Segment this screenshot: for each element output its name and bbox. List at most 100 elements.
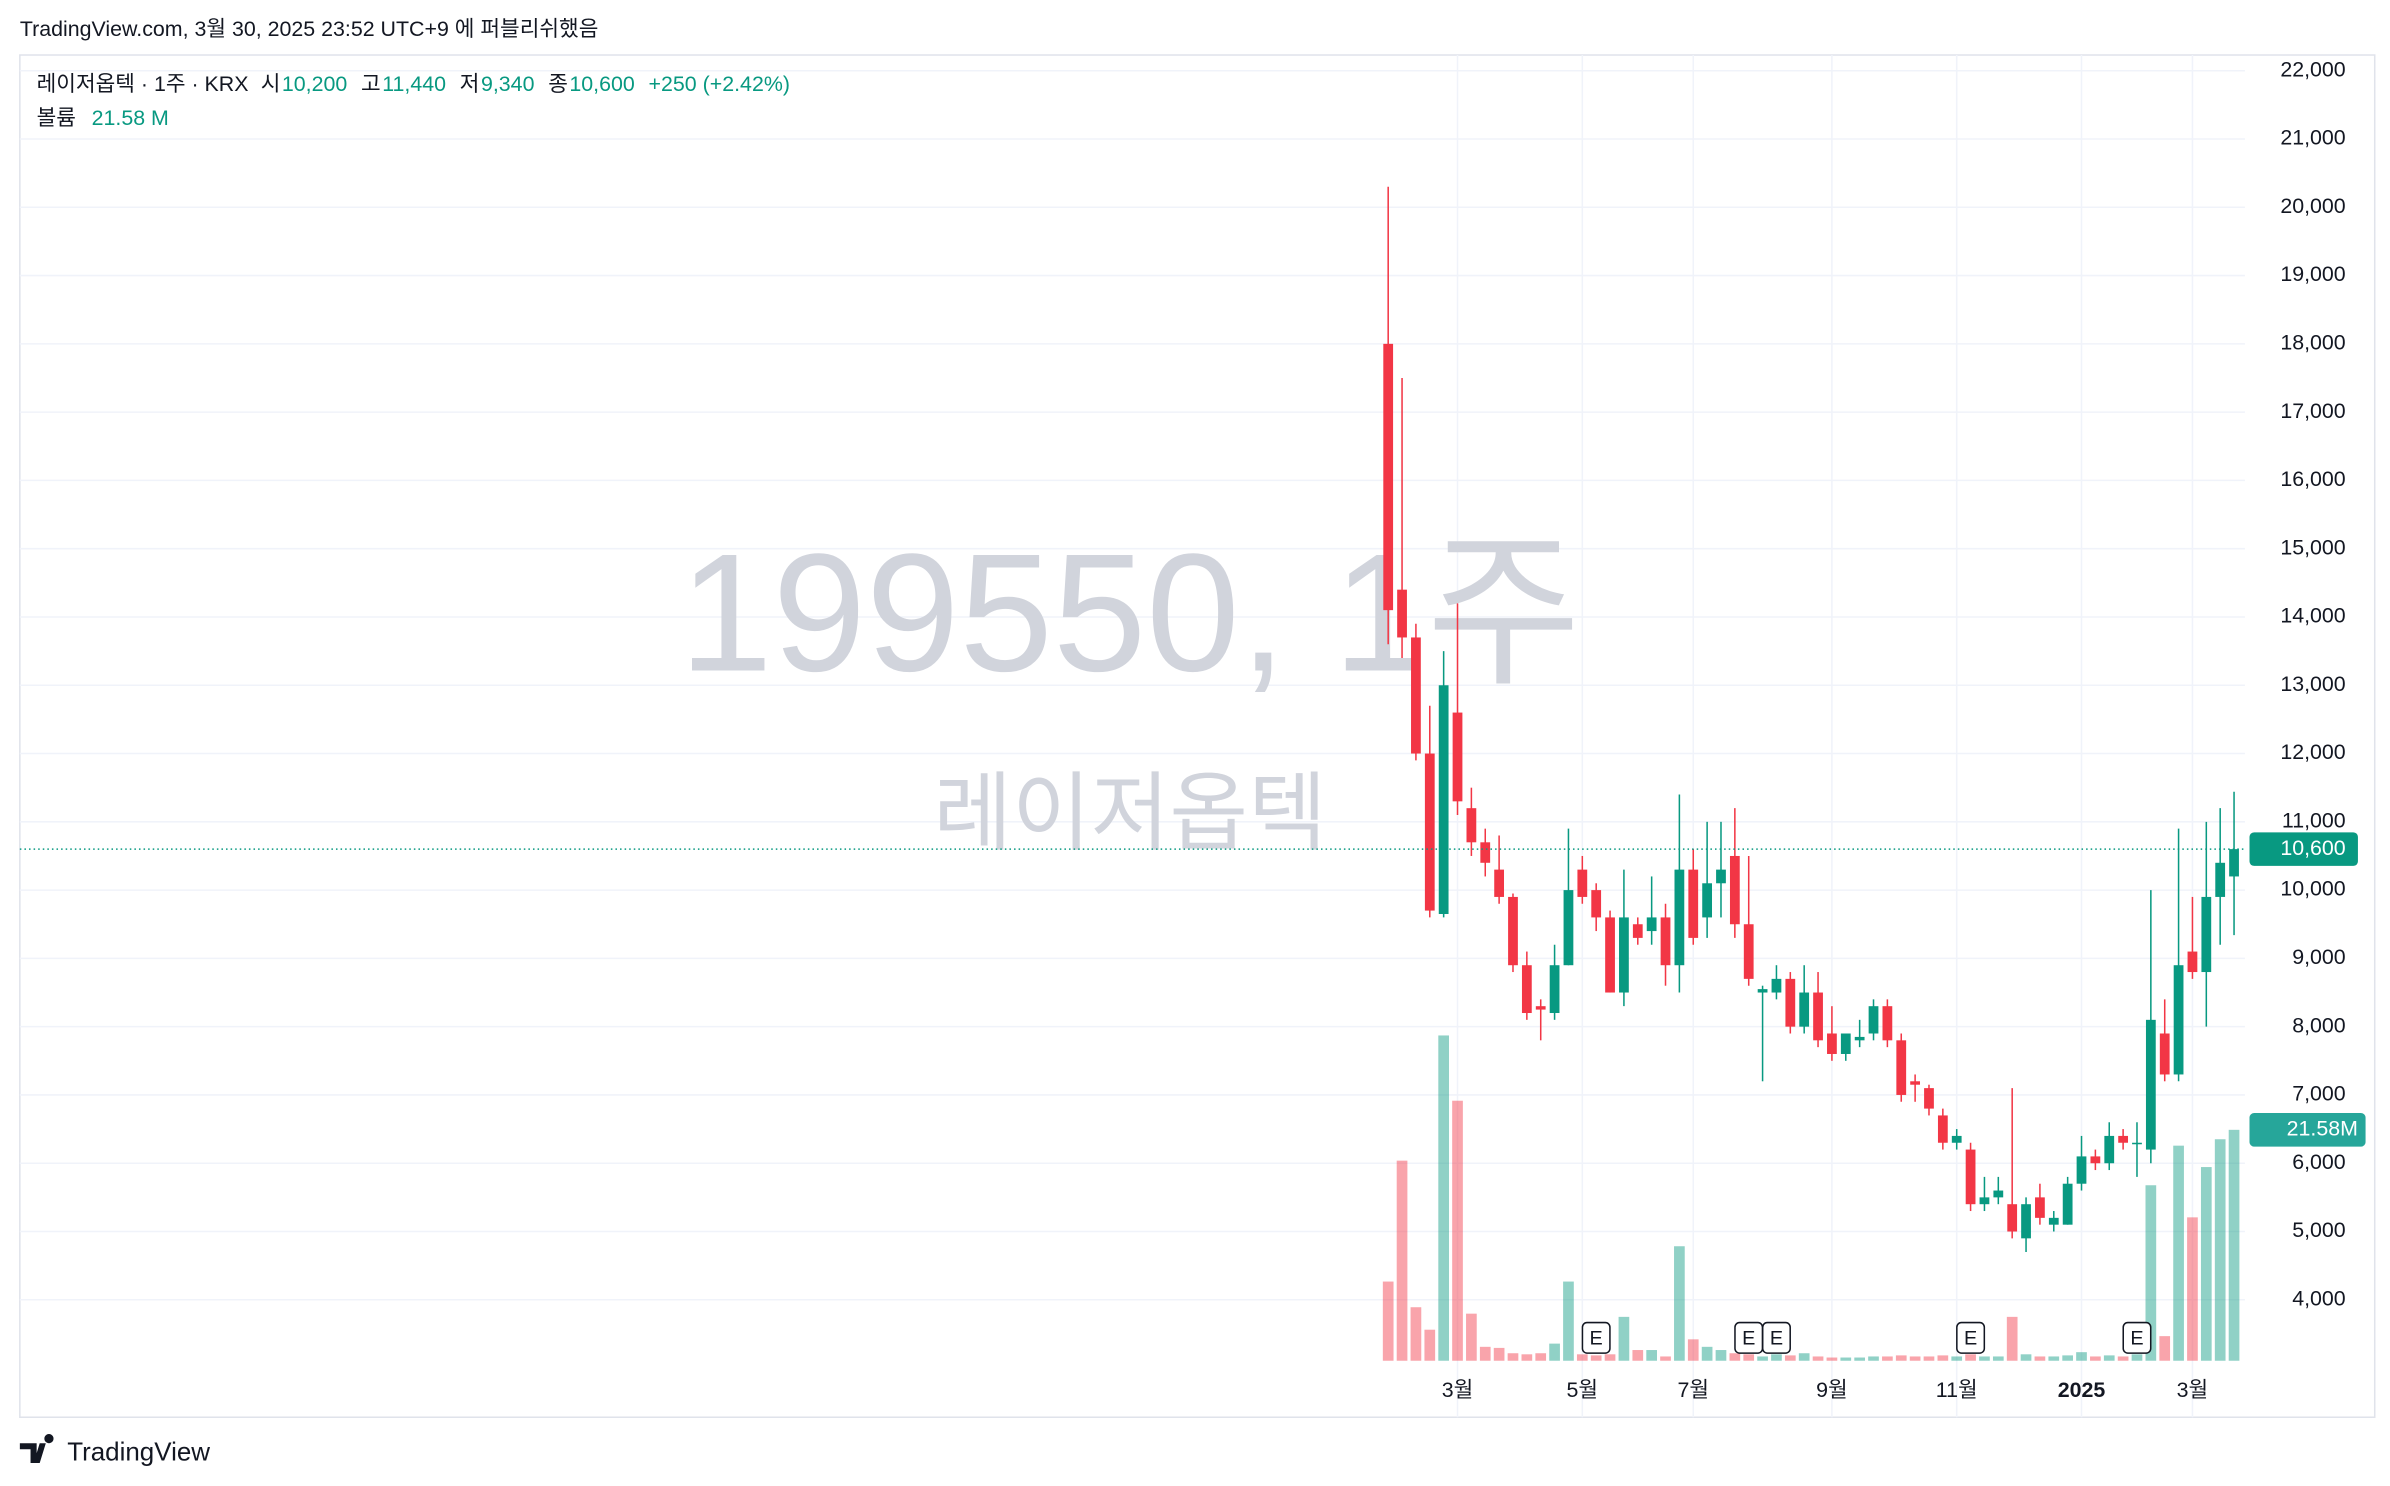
candle-body (1965, 1149, 1976, 1205)
volume-bar (2103, 1355, 2115, 1361)
candle-body (2159, 1033, 2170, 1075)
volume-bar (1632, 1350, 1644, 1361)
event-label: E (1770, 1328, 1783, 1350)
volume-bar (2200, 1167, 2212, 1361)
event-label: E (1742, 1328, 1755, 1350)
candle-body (1521, 965, 1532, 1014)
event-box (1761, 1321, 1791, 1354)
volume-bar (1812, 1356, 1824, 1361)
candle-body (1535, 1006, 1546, 1010)
candle-body (2048, 1217, 2059, 1225)
x-tick-label: 3월 (1442, 1378, 1474, 1402)
candle-body (2173, 965, 2184, 1075)
volume-bar (1951, 1356, 1963, 1361)
candle-body (2104, 1135, 2115, 1164)
event-box (1956, 1321, 1986, 1354)
candle-body (1827, 1033, 1837, 1054)
candle-body (1896, 1040, 1907, 1095)
last-volume-label: 21.58M (2287, 1116, 2358, 1140)
volume-bar (1410, 1307, 1422, 1361)
candle-body (2035, 1197, 2045, 1218)
volume-bar (1563, 1281, 1574, 1361)
candle-body (1688, 869, 1699, 938)
candle-body (2229, 849, 2239, 877)
volume-bar (2117, 1356, 2129, 1361)
event-label: E (1590, 1328, 1603, 1350)
candle-body (2090, 1156, 2101, 1164)
candle-body (2007, 1204, 2018, 1232)
candle-body (1993, 1190, 2004, 1198)
candle-body (1854, 1036, 1865, 1041)
candle-body (1702, 883, 1713, 918)
volume-bar (1507, 1353, 1519, 1361)
chart-frame (19, 54, 2376, 1419)
y-tick-label: 18,000 (2280, 330, 2345, 354)
candle-body (1480, 842, 1491, 863)
candle-body (2132, 1142, 2142, 1145)
volume-bar (1895, 1355, 1907, 1361)
volume-bar (2187, 1217, 2198, 1361)
legend-value: 10,600 (569, 72, 634, 96)
volume-bar (1590, 1355, 1602, 1361)
volume-bar (1937, 1355, 1949, 1361)
volume-bar (1646, 1350, 1657, 1361)
x-tick-label: 7월 (1677, 1378, 1709, 1402)
candle-body (2062, 1183, 2073, 1225)
legend-value: 9,340 (481, 72, 535, 96)
volume-bar (1771, 1354, 1782, 1361)
y-tick-label: 8,000 (2292, 1013, 2346, 1037)
candle-body (1619, 917, 1629, 993)
volume-legend: 21.58 M (92, 106, 169, 130)
y-tick-label: 4,000 (2292, 1286, 2346, 1310)
y-tick-label: 11,000 (2282, 808, 2346, 832)
candle-body (1563, 890, 1574, 966)
volume-bar (1798, 1353, 1810, 1361)
volume-bar (1868, 1356, 1879, 1361)
volume-bar (1882, 1356, 1893, 1361)
candle-body (2201, 896, 2212, 973)
volume-bar (1452, 1100, 1463, 1361)
volume-bar (2159, 1336, 2171, 1361)
last-volume-tag (2249, 1113, 2366, 1147)
candle-body (1424, 753, 1435, 911)
candle-body (1494, 869, 1505, 897)
volume-bar (2020, 1354, 2032, 1361)
volume-bar (1521, 1354, 1533, 1361)
x-tick-label: 11월 (1936, 1378, 1978, 1402)
y-tick-label: 7,000 (2292, 1082, 2346, 1106)
candle-body (1785, 978, 1796, 1027)
candle-body (1716, 869, 1726, 884)
candle-body (1660, 917, 1671, 966)
candle-body (1411, 637, 1421, 754)
volume-bar (1909, 1356, 1921, 1361)
volume-bar (1840, 1357, 1852, 1361)
volume-bar (1992, 1356, 2004, 1361)
candle-body (1591, 890, 1602, 918)
candle-body (2021, 1204, 2031, 1239)
volume-bar (1784, 1355, 1796, 1361)
brand: TradingView (67, 1437, 210, 1467)
volume-bar (1729, 1353, 1741, 1361)
event-label: E (1964, 1328, 1977, 1350)
legend-key: 종 (548, 72, 568, 96)
candle-body (1438, 685, 1449, 915)
volume-bar (2090, 1356, 2101, 1361)
volume-bar (1757, 1356, 1768, 1361)
candle-body (2076, 1156, 2087, 1184)
event-box (1581, 1321, 1611, 1354)
candle-body (1383, 343, 1394, 611)
candle-body (1605, 917, 1615, 993)
volume-bar (1604, 1354, 1616, 1361)
candle-body (1813, 992, 1823, 1041)
symbol: 레이저옵텍 · 1주 · KRX (37, 72, 249, 96)
volume-bar (1466, 1313, 1477, 1361)
volume-bar (2131, 1354, 2143, 1361)
volume-name: 볼륨 (37, 106, 76, 130)
volume-bar (1396, 1160, 1408, 1361)
legend-key: 저 (460, 72, 480, 96)
volume-bar (2173, 1145, 2184, 1361)
candle-body (1452, 712, 1463, 802)
watermark-name: 레이저옵텍 (933, 767, 1326, 862)
